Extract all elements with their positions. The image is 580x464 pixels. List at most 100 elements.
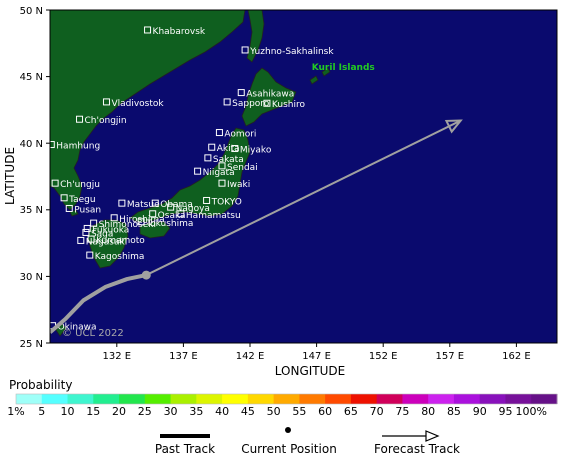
- city-label: Hamhung: [56, 142, 100, 152]
- lat-tick-label: 25 N: [20, 339, 43, 350]
- lat-tick-labels: 50 N 45 N 40 N 35 N 30 N 25 N: [20, 6, 43, 350]
- probability-labels: 1% 5 10 15 20 25 30 35 40 45 50 55 60 65 70 75 80 85 90 95 1…: [7, 405, 547, 418]
- city-marker: Sapporo: [223, 98, 270, 109]
- city-square-icon: [263, 99, 271, 107]
- probability-bar-border: [15, 393, 558, 405]
- city-marker: Niigata: [194, 167, 235, 178]
- city-label: Iwaki: [227, 180, 250, 190]
- probability-label: 50: [267, 405, 281, 418]
- lat-tick-label: 35 N: [20, 205, 43, 216]
- mainland-asia-land: [50, 10, 246, 211]
- lon-tick-labels: 132 E 137 E 142 E 147 E 152 E 157 E 162 …: [103, 351, 531, 362]
- y-axis-title: LATITUDE: [3, 147, 17, 205]
- city-label: Nagasaki: [86, 237, 127, 247]
- past-track-key-label: Past Track: [155, 442, 215, 456]
- city-square-icon: [86, 251, 94, 259]
- city-square-icon: [102, 98, 110, 106]
- city-marker: Hamamatsu: [177, 210, 241, 221]
- city-marker: Matsue: [118, 199, 160, 210]
- city-marker: Iwaki: [218, 179, 250, 190]
- city-marker: Shimonoseki: [90, 219, 156, 230]
- probability-label: 40: [215, 405, 229, 418]
- lon-tick-label: 132 E: [103, 351, 132, 362]
- city-square-icon: [241, 46, 249, 54]
- land-masses: [50, 10, 331, 337]
- city-label: Nagoya: [176, 204, 210, 214]
- city-marker: Saga: [82, 228, 113, 239]
- city-square-icon: [218, 162, 226, 170]
- probability-swatch: [299, 394, 326, 404]
- city-marker: Ch'ongjin: [76, 115, 127, 126]
- city-square-icon: [87, 235, 95, 243]
- city-label: Khabarovsk: [153, 27, 206, 37]
- city-marker: Taegu: [60, 194, 96, 205]
- city-label: Kagoshima: [95, 252, 145, 262]
- city-label: Kumamoto: [96, 236, 145, 246]
- city-square-icon: [77, 236, 85, 244]
- city-marker: Nagasaki: [77, 236, 127, 247]
- city-marker: Ch'ungju: [51, 179, 100, 190]
- forecast-track-line: [145, 119, 462, 276]
- city-marker: Kuril Islands: [312, 63, 375, 73]
- probability-label: 1%: [7, 405, 24, 418]
- probability-label: 5: [38, 405, 45, 418]
- probability-label: 20: [112, 405, 126, 418]
- city-label: Saga: [91, 229, 113, 239]
- probability-swatch: [376, 394, 403, 404]
- city-label: Akita: [217, 144, 240, 154]
- city-marker: Hamhung: [50, 141, 100, 152]
- city-square-icon: [144, 26, 152, 34]
- probability-label: 75: [395, 405, 409, 418]
- track-layer: [50, 119, 463, 334]
- lon-tick-label: 162 E: [502, 351, 531, 362]
- probability-label: 90: [473, 405, 487, 418]
- probability-swatch: [350, 394, 378, 404]
- probability-label: 95: [498, 405, 512, 418]
- city-square-icon: [83, 224, 91, 232]
- probability-swatch: [144, 394, 172, 404]
- lat-tick-label: 45 N: [20, 72, 43, 83]
- city-marker: Khabarovsk: [144, 26, 206, 37]
- lat-tick-label: 30 N: [20, 272, 43, 283]
- probability-swatch: [273, 394, 300, 404]
- kuril-island: [321, 67, 331, 77]
- city-label: Hamamatsu: [186, 211, 241, 221]
- hokkaido-land: [241, 67, 297, 127]
- probability-swatch: [247, 394, 275, 404]
- city-label: Sapporo: [232, 99, 270, 109]
- city-label: TOKYO: [211, 197, 242, 207]
- city-square-icon: [137, 218, 145, 226]
- city-marker: Kushiro: [263, 99, 306, 110]
- city-marker: Kagoshima: [86, 251, 145, 262]
- probability-label: 60: [318, 405, 332, 418]
- city-marker: Obama: [151, 199, 193, 210]
- city-square-icon: [118, 199, 126, 207]
- city-label: Shimonoseki: [99, 220, 156, 230]
- city-marker: Sendai: [218, 162, 258, 173]
- probability-label: 25: [138, 405, 152, 418]
- city-label: Tokushima: [145, 219, 193, 229]
- probability-swatch: [93, 394, 120, 404]
- current-position-marker: [141, 270, 151, 280]
- city-square-icon: [151, 199, 159, 207]
- probability-label: 30: [164, 405, 178, 418]
- city-square-icon: [237, 89, 245, 97]
- city-label: Kuril Islands: [312, 63, 375, 73]
- city-marker: Sakata: [204, 154, 244, 165]
- city-square-icon: [76, 115, 84, 123]
- city-label: Pusan: [74, 205, 101, 215]
- city-square-icon: [65, 204, 73, 212]
- probability-label: 65: [344, 405, 358, 418]
- probability-swatch: [16, 394, 43, 404]
- city-square-icon: [231, 145, 239, 153]
- forecast-arrowhead-icon: [444, 119, 463, 134]
- city-layer: Khabarovsk Yuzhno-Sakhalinsk Kuril Islands…: [50, 26, 375, 333]
- city-label: Yuzhno-Sakhalinsk: [249, 47, 334, 57]
- city-square-icon: [215, 129, 223, 137]
- city-label: Kushiro: [272, 100, 306, 110]
- probability-label: 45: [241, 405, 255, 418]
- city-label: Obama: [160, 200, 193, 210]
- current-position-key-dot: [285, 427, 291, 433]
- probability-swatch: [119, 394, 146, 404]
